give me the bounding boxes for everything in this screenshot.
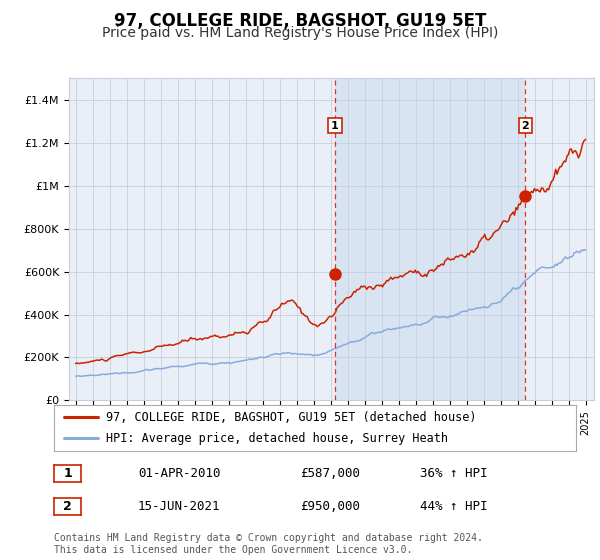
Text: Contains HM Land Registry data © Crown copyright and database right 2024.
This d: Contains HM Land Registry data © Crown c… bbox=[54, 533, 483, 555]
Text: £950,000: £950,000 bbox=[300, 500, 360, 514]
Text: 44% ↑ HPI: 44% ↑ HPI bbox=[420, 500, 487, 514]
Text: HPI: Average price, detached house, Surrey Heath: HPI: Average price, detached house, Surr… bbox=[106, 432, 448, 445]
Text: 1: 1 bbox=[331, 120, 339, 130]
Text: 97, COLLEGE RIDE, BAGSHOT, GU19 5ET: 97, COLLEGE RIDE, BAGSHOT, GU19 5ET bbox=[114, 12, 486, 30]
Text: 15-JUN-2021: 15-JUN-2021 bbox=[138, 500, 221, 514]
Text: 2: 2 bbox=[521, 120, 529, 130]
Text: 97, COLLEGE RIDE, BAGSHOT, GU19 5ET (detached house): 97, COLLEGE RIDE, BAGSHOT, GU19 5ET (det… bbox=[106, 411, 476, 424]
Text: Price paid vs. HM Land Registry's House Price Index (HPI): Price paid vs. HM Land Registry's House … bbox=[102, 26, 498, 40]
Text: 1: 1 bbox=[63, 466, 72, 480]
Text: 36% ↑ HPI: 36% ↑ HPI bbox=[420, 466, 487, 480]
Text: 01-APR-2010: 01-APR-2010 bbox=[138, 466, 221, 480]
Text: £587,000: £587,000 bbox=[300, 466, 360, 480]
Text: 2: 2 bbox=[63, 500, 72, 514]
Bar bbox=[335, 78, 526, 400]
